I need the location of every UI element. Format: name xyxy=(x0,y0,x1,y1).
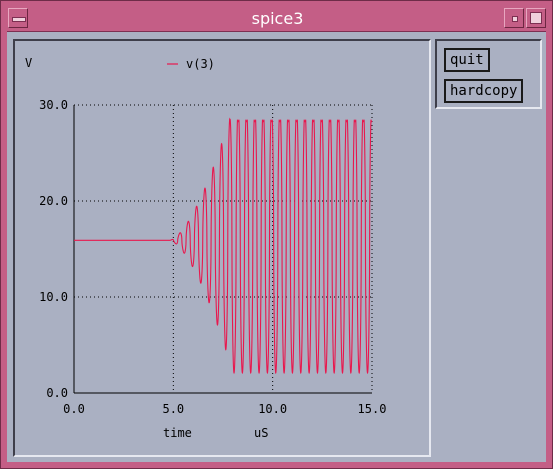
y-tick-label: 20.0 xyxy=(39,194,68,208)
x-axis-unit: uS xyxy=(254,426,268,440)
y-axis-label: V xyxy=(25,56,32,70)
maximize-button[interactable] xyxy=(526,8,546,28)
series-line-v3 xyxy=(74,117,373,375)
command-panel: quit hardcopy xyxy=(435,39,542,109)
x-tick-label: 0.0 xyxy=(63,402,85,416)
x-axis-label: time xyxy=(163,426,192,440)
x-tick-label: 5.0 xyxy=(162,402,184,416)
window-title: spice3 xyxy=(251,9,304,28)
legend-label: v(3) xyxy=(186,57,215,71)
quit-button[interactable]: quit xyxy=(444,48,490,72)
title-bar[interactable]: spice3 xyxy=(7,7,548,32)
y-tick-label: 30.0 xyxy=(39,98,68,112)
x-tick-label: 10.0 xyxy=(258,402,287,416)
x-tick-label: 15.0 xyxy=(358,402,387,416)
minimize-button[interactable] xyxy=(504,8,524,28)
y-tick-label: 10.0 xyxy=(39,290,68,304)
window-menu-button[interactable] xyxy=(8,8,28,28)
hardcopy-button[interactable]: hardcopy xyxy=(444,79,524,103)
y-tick-label: 0.0 xyxy=(46,386,68,400)
